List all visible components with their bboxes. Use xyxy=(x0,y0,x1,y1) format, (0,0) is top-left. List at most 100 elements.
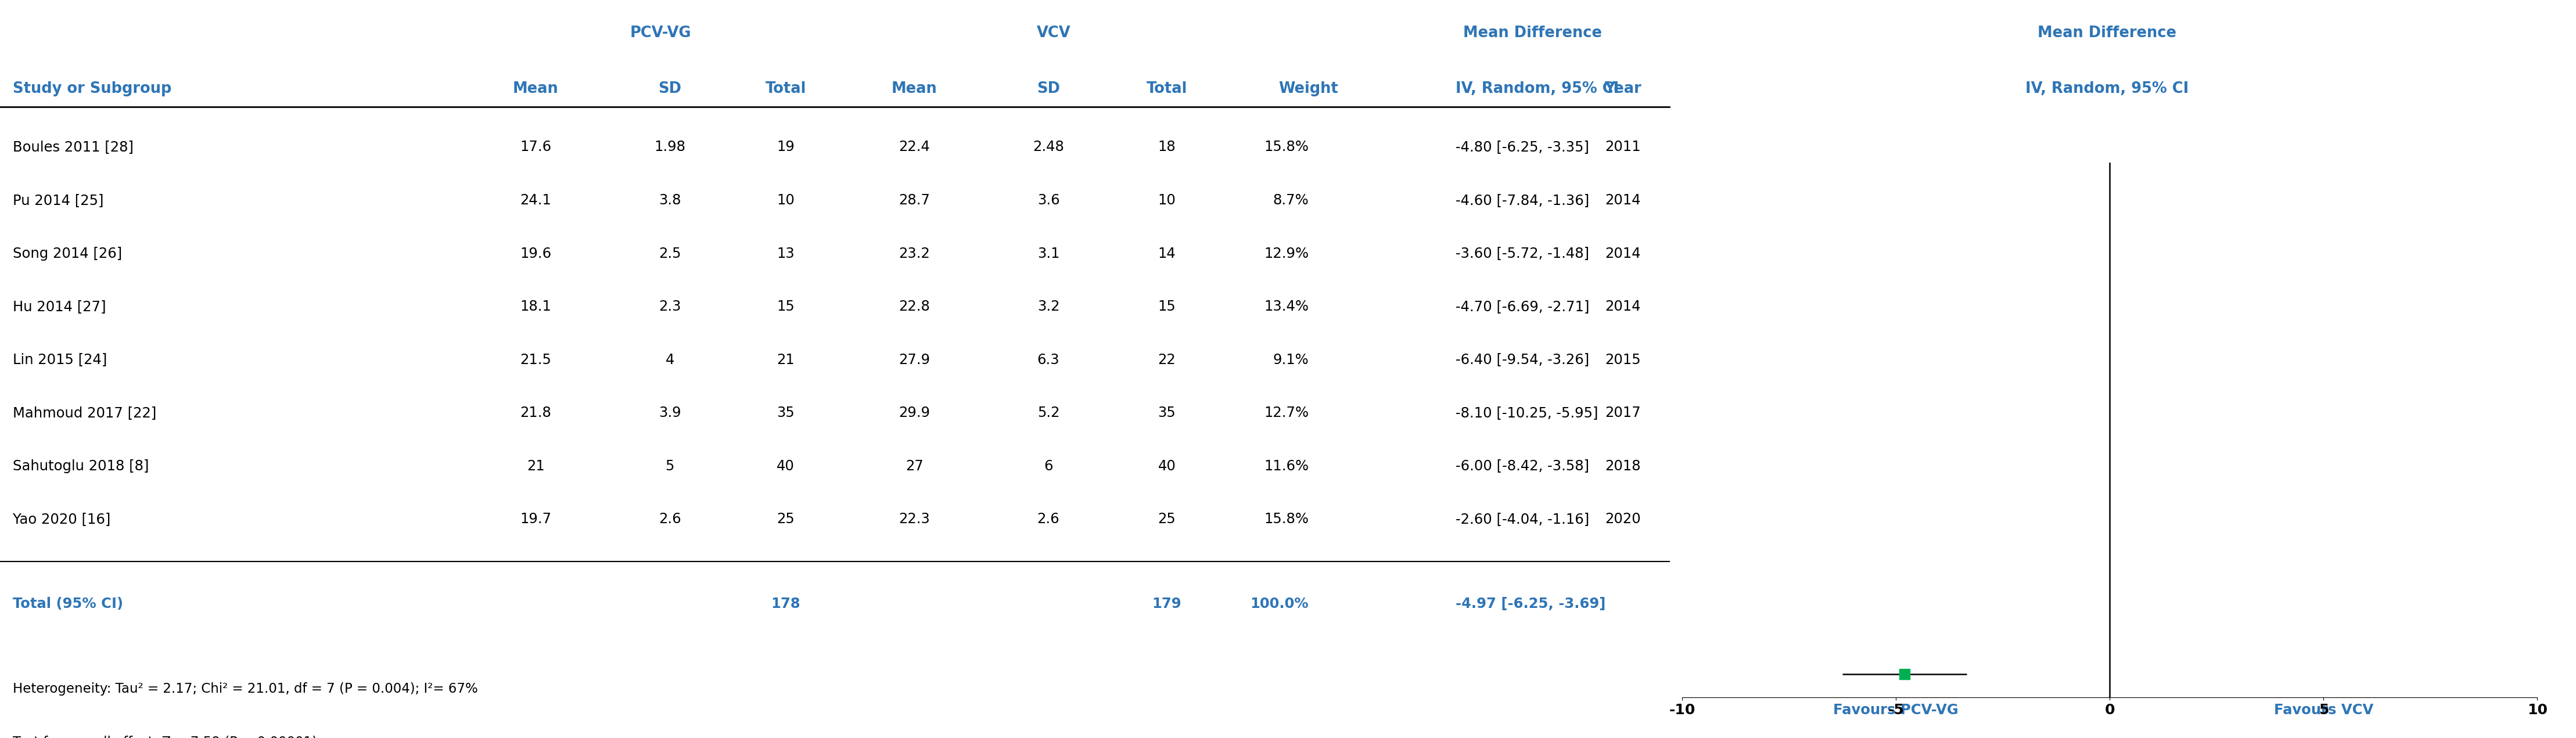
Text: Mean: Mean xyxy=(891,81,938,96)
Text: -3.60 [-5.72, -1.48]: -3.60 [-5.72, -1.48] xyxy=(1455,246,1589,261)
Text: 2014: 2014 xyxy=(1605,193,1641,207)
Text: 10: 10 xyxy=(778,193,793,207)
Text: Mean: Mean xyxy=(513,81,559,96)
Text: 6: 6 xyxy=(1043,459,1054,473)
Text: Heterogeneity: Tau² = 2.17; Chi² = 21.01, df = 7 (P = 0.004); I²= 67%: Heterogeneity: Tau² = 2.17; Chi² = 21.01… xyxy=(13,682,479,695)
Text: Weight: Weight xyxy=(1278,81,1340,96)
Text: 4: 4 xyxy=(665,353,675,367)
Text: 35: 35 xyxy=(1159,406,1175,420)
Text: -4.70 [-6.69, -2.71]: -4.70 [-6.69, -2.71] xyxy=(1455,300,1589,314)
Text: 14: 14 xyxy=(1159,246,1175,261)
Text: 18.1: 18.1 xyxy=(520,300,551,314)
Text: 21: 21 xyxy=(778,353,793,367)
Text: 1.98: 1.98 xyxy=(654,140,685,154)
Text: 3.1: 3.1 xyxy=(1038,246,1059,261)
Text: Year: Year xyxy=(1605,81,1641,96)
Text: 40: 40 xyxy=(1159,459,1175,473)
Text: 2017: 2017 xyxy=(1605,406,1641,420)
Text: 18: 18 xyxy=(1159,140,1175,154)
Text: Yao 2020 [16]: Yao 2020 [16] xyxy=(13,512,111,526)
Text: 3.6: 3.6 xyxy=(1038,193,1059,207)
Text: 3.9: 3.9 xyxy=(659,406,680,420)
Text: -8.10 [-10.25, -5.95]: -8.10 [-10.25, -5.95] xyxy=(1455,406,1597,420)
Text: IV, Random, 95% CI: IV, Random, 95% CI xyxy=(1455,81,1618,96)
Text: -4.80 [-6.25, -3.35]: -4.80 [-6.25, -3.35] xyxy=(1455,140,1589,154)
Text: 2.3: 2.3 xyxy=(659,300,680,314)
Text: 2014: 2014 xyxy=(1605,246,1641,261)
Text: 100.0%: 100.0% xyxy=(1249,597,1309,611)
Text: Favours PCV-VG: Favours PCV-VG xyxy=(1834,703,1958,717)
Text: 6.3: 6.3 xyxy=(1038,353,1059,367)
Text: Total (95% CI): Total (95% CI) xyxy=(13,597,124,611)
Text: Lin 2015 [24]: Lin 2015 [24] xyxy=(13,353,108,367)
Text: 25: 25 xyxy=(778,512,793,526)
Text: 2018: 2018 xyxy=(1605,459,1641,473)
Text: 178: 178 xyxy=(770,597,801,611)
Text: 21.8: 21.8 xyxy=(520,406,551,420)
Text: 11.6%: 11.6% xyxy=(1265,459,1309,473)
Text: 12.9%: 12.9% xyxy=(1265,246,1309,261)
Text: 2.48: 2.48 xyxy=(1033,140,1064,154)
Text: 2020: 2020 xyxy=(1605,512,1641,526)
Text: 10: 10 xyxy=(1159,193,1175,207)
Text: VCV: VCV xyxy=(1036,26,1072,41)
Text: 23.2: 23.2 xyxy=(899,246,930,261)
Text: 40: 40 xyxy=(778,459,793,473)
Text: 2014: 2014 xyxy=(1605,300,1641,314)
Text: 21.5: 21.5 xyxy=(520,353,551,367)
Text: 13: 13 xyxy=(778,246,793,261)
Text: 27.9: 27.9 xyxy=(899,353,930,367)
Text: Boules 2011 [28]: Boules 2011 [28] xyxy=(13,140,134,154)
Text: 5: 5 xyxy=(665,459,675,473)
Text: Mahmoud 2017 [22]: Mahmoud 2017 [22] xyxy=(13,406,157,420)
Text: 22: 22 xyxy=(1159,353,1175,367)
Text: Total: Total xyxy=(765,81,806,96)
Text: -4.97 [-6.25, -3.69]: -4.97 [-6.25, -3.69] xyxy=(1455,597,1605,611)
Text: 5.2: 5.2 xyxy=(1038,406,1059,420)
Text: Favours VCV: Favours VCV xyxy=(2275,703,2372,717)
Text: Pu 2014 [25]: Pu 2014 [25] xyxy=(13,193,103,207)
Text: Sahutoglu 2018 [8]: Sahutoglu 2018 [8] xyxy=(13,459,149,473)
Text: Mean Difference: Mean Difference xyxy=(2038,26,2177,41)
Text: SD: SD xyxy=(657,81,683,96)
Text: 13.4%: 13.4% xyxy=(1265,300,1309,314)
Text: 19.6: 19.6 xyxy=(520,246,551,261)
Text: Song 2014 [26]: Song 2014 [26] xyxy=(13,246,121,261)
Text: -6.40 [-9.54, -3.26]: -6.40 [-9.54, -3.26] xyxy=(1455,353,1589,367)
Text: 3.8: 3.8 xyxy=(659,193,680,207)
Text: 15: 15 xyxy=(1159,300,1175,314)
Text: 12.7%: 12.7% xyxy=(1265,406,1309,420)
Text: 15: 15 xyxy=(778,300,793,314)
Text: 28.7: 28.7 xyxy=(899,193,930,207)
Text: 2011: 2011 xyxy=(1605,140,1641,154)
Text: 2.6: 2.6 xyxy=(659,512,680,526)
Text: PCV-VG: PCV-VG xyxy=(631,26,690,41)
Text: -4.60 [-7.84, -1.36]: -4.60 [-7.84, -1.36] xyxy=(1455,193,1589,207)
Text: 24.1: 24.1 xyxy=(520,193,551,207)
Text: 2.5: 2.5 xyxy=(659,246,680,261)
Text: 25: 25 xyxy=(1159,512,1175,526)
Text: 2.6: 2.6 xyxy=(1038,512,1059,526)
Text: 29.9: 29.9 xyxy=(899,406,930,420)
Text: Study or Subgroup: Study or Subgroup xyxy=(13,81,173,96)
Text: 2015: 2015 xyxy=(1605,353,1641,367)
Text: 19.7: 19.7 xyxy=(520,512,551,526)
Text: IV, Random, 95% CI: IV, Random, 95% CI xyxy=(2025,81,2190,96)
Text: 17.6: 17.6 xyxy=(520,140,551,154)
Text: 15.8%: 15.8% xyxy=(1265,140,1309,154)
Text: 15.8%: 15.8% xyxy=(1265,512,1309,526)
Text: 19: 19 xyxy=(778,140,793,154)
Text: 22.3: 22.3 xyxy=(899,512,930,526)
Text: -2.60 [-4.04, -1.16]: -2.60 [-4.04, -1.16] xyxy=(1455,512,1589,526)
Text: Hu 2014 [27]: Hu 2014 [27] xyxy=(13,300,106,314)
Text: SD: SD xyxy=(1036,81,1061,96)
Text: 179: 179 xyxy=(1151,597,1182,611)
Text: 27: 27 xyxy=(907,459,922,473)
Text: 21: 21 xyxy=(528,459,544,473)
Text: 9.1%: 9.1% xyxy=(1273,353,1309,367)
Text: -6.00 [-8.42, -3.58]: -6.00 [-8.42, -3.58] xyxy=(1455,459,1589,473)
Text: 3.2: 3.2 xyxy=(1038,300,1059,314)
Text: Mean Difference: Mean Difference xyxy=(1463,26,1602,41)
Text: Total: Total xyxy=(1146,81,1188,96)
Text: 22.8: 22.8 xyxy=(899,300,930,314)
